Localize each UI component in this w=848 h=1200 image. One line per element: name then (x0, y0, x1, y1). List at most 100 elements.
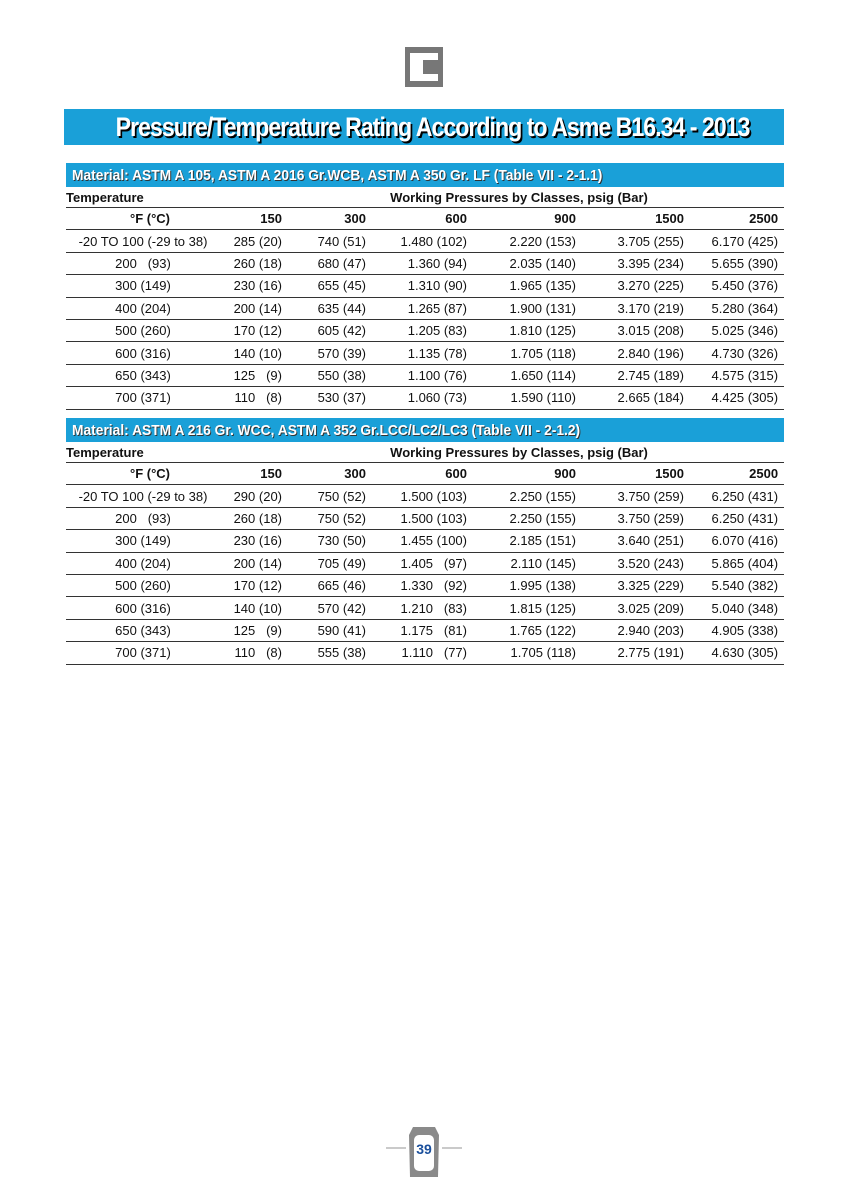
pressure-cell: 170 (12) (220, 574, 288, 598)
pressure-cell: 1.175 (81) (372, 619, 473, 643)
pressure-cell: 200 (14) (220, 552, 288, 575)
table-row: 400 (204) 200 (14) 705 (49) 1.405 (97) 2.110… (66, 552, 785, 575)
pressure-cell: 1.705 (118) (473, 341, 582, 365)
pressure-cell: 555 (38) (288, 641, 372, 665)
pressure-cell: 3.270 (225) (582, 274, 690, 298)
table-row: -20 TO 100 (-29 to 38) 290 (20) 750 (52) 1.… (66, 484, 785, 508)
pressure-cell: 3.170 (219) (582, 297, 690, 320)
pressure-cell: 140 (10) (220, 341, 288, 365)
rating-table-section-1: Material: ASTM A 105, ASTM A 2016 Gr.WCB… (66, 163, 785, 410)
pressure-rating-table: Temperature Working Pressures by Classes,… (66, 187, 785, 410)
pressure-cell: 5.025 (346) (690, 319, 785, 343)
page-title: Pressure/Temperature Rating According to… (64, 109, 784, 145)
temperature-cell: -20 TO 100 (-29 to 38) (66, 229, 220, 253)
working-pressures-header: Working Pressures by Classes, psig (Bar) (220, 187, 785, 208)
pressure-cell: 2.250 (155) (473, 507, 582, 531)
group-header-row: Temperature Working Pressures by Classes,… (66, 187, 785, 208)
pressure-cell: 750 (52) (288, 507, 372, 531)
pressure-cell: 705 (49) (288, 552, 372, 575)
table-row: 200 (93) 260 (18) 680 (47) 1.360 (94) 2.035 … (66, 252, 785, 276)
table-row: 200 (93) 260 (18) 750 (52) 1.500 (103) 2.250… (66, 507, 785, 531)
pressure-cell: 2.185 (151) (473, 529, 582, 553)
column-header: 300 (288, 207, 372, 231)
pressure-cell: 3.015 (208) (582, 319, 690, 343)
column-header: °F (°C) (66, 207, 220, 231)
temperature-cell: 500 (260) (66, 319, 220, 343)
pressure-cell: 125 (9) (220, 364, 288, 388)
table-row: 700 (371) 110 (8) 555 (38) 1.110 (77) 1.705 … (66, 641, 785, 665)
pressure-cell: 2.745 (189) (582, 364, 690, 388)
pressure-cell: 260 (18) (220, 507, 288, 531)
table-row: 600 (316) 140 (10) 570 (39) 1.135 (78) 1.705… (66, 341, 785, 365)
pressure-cell: 1.765 (122) (473, 619, 582, 643)
table-row: 700 (371) 110 (8) 530 (37) 1.060 (73) 1.590 … (66, 386, 785, 410)
pressure-cell: 530 (37) (288, 386, 372, 410)
pressure-cell: 5.655 (390) (690, 252, 785, 276)
page-number-badge-icon (386, 1127, 462, 1177)
pressure-cell: 740 (51) (288, 229, 372, 253)
pressure-cell: 3.025 (209) (582, 596, 690, 620)
table-row: 300 (149) 230 (16) 655 (45) 1.310 (90) 1.965… (66, 274, 785, 298)
column-header: °F (°C) (66, 462, 220, 486)
pressure-cell: 1.500 (103) (372, 484, 473, 508)
pressure-cell: 1.900 (131) (473, 297, 582, 320)
pressure-cell: 1.455 (100) (372, 529, 473, 553)
pressure-cell: 110 (8) (220, 641, 288, 665)
column-header: 150 (220, 462, 288, 486)
material-title-text: Material: ASTM A 216 Gr. WCC, ASTM A 352… (72, 422, 581, 439)
temperature-cell: 500 (260) (66, 574, 220, 598)
pressure-cell: 1.210 (83) (372, 596, 473, 620)
table-row: 400 (204) 200 (14) 635 (44) 1.265 (87) 1.900… (66, 297, 785, 320)
pressure-cell: 140 (10) (220, 596, 288, 620)
column-header: 600 (372, 462, 473, 486)
pressure-cell: 665 (46) (288, 574, 372, 598)
temperature-cell: 700 (371) (66, 386, 220, 410)
column-header: 150 (220, 207, 288, 231)
pressure-cell: 3.520 (243) (582, 552, 690, 575)
rating-table-section-2: Material: ASTM A 216 Gr. WCC, ASTM A 352… (66, 418, 785, 665)
pressure-cell: 605 (42) (288, 319, 372, 343)
pressure-cell: 2.110 (145) (473, 552, 582, 575)
pressure-cell: 680 (47) (288, 252, 372, 276)
working-pressures-header: Working Pressures by Classes, psig (Bar) (220, 442, 785, 463)
pressure-cell: 5.540 (382) (690, 574, 785, 598)
pressure-cell: 635 (44) (288, 297, 372, 320)
pressure-cell: 3.395 (234) (582, 252, 690, 276)
pressure-cell: 125 (9) (220, 619, 288, 643)
pressure-rating-table: Temperature Working Pressures by Classes,… (66, 442, 785, 665)
company-logo-icon (405, 47, 443, 87)
temperature-cell: 400 (204) (66, 297, 220, 320)
pressure-cell: 4.575 (315) (690, 364, 785, 388)
pressure-cell: 1.405 (97) (372, 552, 473, 575)
pressure-cell: 290 (20) (220, 484, 288, 508)
temperature-cell: 300 (149) (66, 529, 220, 553)
temperature-cell: 200 (93) (66, 252, 220, 276)
pressure-cell: 1.060 (73) (372, 386, 473, 410)
table-row: 650 (343) 125 (9) 550 (38) 1.100 (76) 1.650 … (66, 364, 785, 388)
pressure-cell: 6.250 (431) (690, 507, 785, 531)
pressure-cell: 230 (16) (220, 274, 288, 298)
pressure-cell: 4.425 (305) (690, 386, 785, 410)
pressure-cell: 1.265 (87) (372, 297, 473, 320)
pressure-cell: 1.590 (110) (473, 386, 582, 410)
column-header: 1500 (582, 207, 690, 231)
pressure-cell: 1.480 (102) (372, 229, 473, 253)
page-number: 39 (416, 1141, 432, 1157)
column-header: 900 (473, 462, 582, 486)
pressure-cell: 1.205 (83) (372, 319, 473, 343)
page-title-text: Pressure/Temperature Rating According to… (115, 112, 751, 142)
pressure-cell: 200 (14) (220, 297, 288, 320)
temperature-cell: 600 (316) (66, 596, 220, 620)
pressure-cell: 3.640 (251) (582, 529, 690, 553)
pressure-cell: 3.705 (255) (582, 229, 690, 253)
pressure-cell: 170 (12) (220, 319, 288, 343)
pressure-cell: 260 (18) (220, 252, 288, 276)
pressure-cell: 285 (20) (220, 229, 288, 253)
temperature-cell: 650 (343) (66, 619, 220, 643)
pressure-cell: 2.775 (191) (582, 641, 690, 665)
pressure-cell: 4.730 (326) (690, 341, 785, 365)
column-header: 2500 (690, 207, 785, 231)
pressure-cell: 750 (52) (288, 484, 372, 508)
temperature-cell: 650 (343) (66, 364, 220, 388)
table-row: 650 (343) 125 (9) 590 (41) 1.175 (81) 1.765 … (66, 619, 785, 643)
